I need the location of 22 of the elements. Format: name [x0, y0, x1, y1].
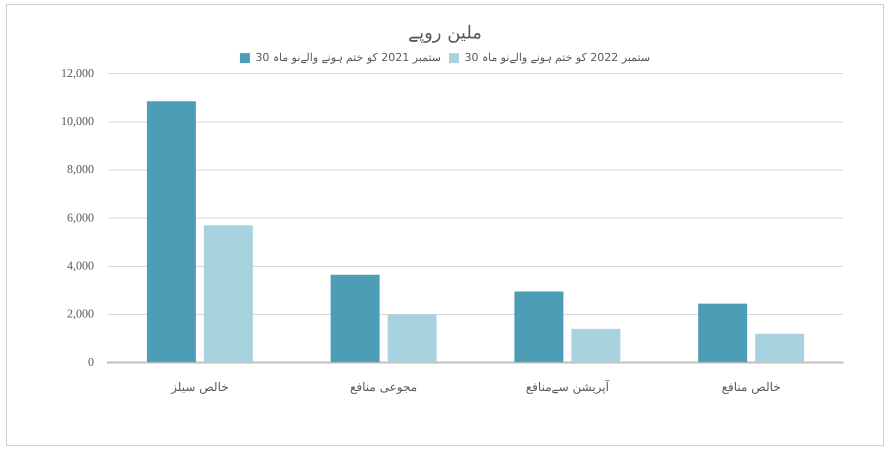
bar: [146, 101, 196, 362]
bar: [330, 274, 380, 362]
y-tick-label: 10,000: [61, 114, 94, 128]
chart-title: ملین روپے: [408, 22, 482, 44]
bar: [514, 292, 564, 362]
bar: [204, 225, 253, 362]
y-tick-label: 12,000: [61, 66, 94, 80]
y-tick-label: 0: [88, 354, 94, 369]
bar: [755, 334, 804, 362]
bar: [388, 314, 437, 362]
legend-label: 30 ستمبر 2021 کو ختم ہونے والےنو ماہ: [255, 50, 442, 64]
x-tick-label: آپریشن سےمنافع: [526, 378, 610, 394]
y-tick-label: 2,000: [67, 306, 94, 321]
y-tick-label: 6,000: [67, 210, 94, 224]
x-tick-label: خالص منافع: [722, 380, 781, 394]
legend-label: 30 ستمبر 2022 کو ختم ہونے والےنو ماہ: [464, 50, 650, 64]
x-tick-label: خالص سیلز: [170, 380, 229, 394]
x-tick-label: مجوعی منافع: [350, 380, 418, 394]
y-tick-label: 8,000: [67, 162, 94, 176]
bar: [698, 304, 748, 362]
y-tick-label: 4,000: [67, 258, 94, 272]
bar: [571, 328, 620, 362]
